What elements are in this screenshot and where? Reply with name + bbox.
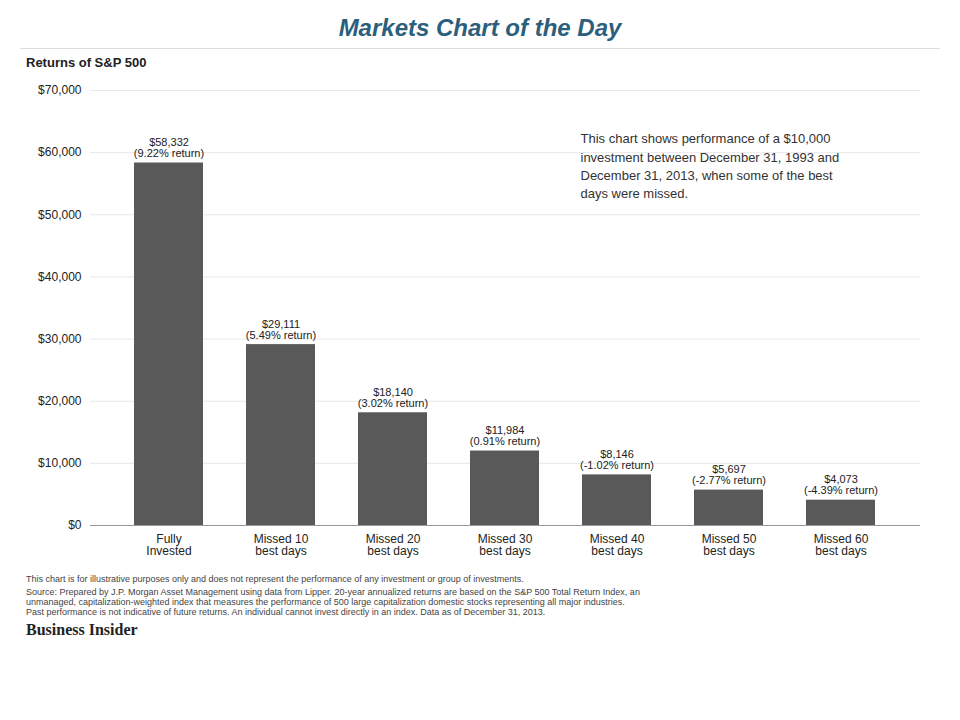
- svg-text:$10,000: $10,000: [38, 456, 82, 470]
- svg-text:$18,140(3.02% return): $18,140(3.02% return): [358, 386, 428, 409]
- svg-text:$20,000: $20,000: [38, 394, 82, 408]
- svg-text:Missed 20best days: Missed 20best days: [366, 532, 421, 558]
- svg-text:$70,000: $70,000: [38, 83, 82, 97]
- html-text:Returns of S&P 500: Returns of S&P 500: [26, 55, 147, 70]
- html-text:This chart is for illustrative: This chart is for illustrative purposes …: [26, 574, 524, 584]
- svg-text:FullyInvested: FullyInvested: [146, 532, 191, 558]
- svg-text:$29,111(5.49% return): $29,111(5.49% return): [246, 318, 316, 341]
- svg-text:Missed 30best days: Missed 30best days: [478, 532, 533, 558]
- html-text:Business Insider: Business Insider: [26, 621, 138, 638]
- svg-text:$4,073(-4.39% return): $4,073(-4.39% return): [804, 473, 878, 496]
- svg-text:$58,332(9.22% return): $58,332(9.22% return): [134, 136, 204, 159]
- svg-text:$11,984(0.91% return): $11,984(0.91% return): [470, 424, 540, 447]
- svg-text:$8,146(-1.02% return): $8,146(-1.02% return): [580, 448, 654, 471]
- html-text:Markets Chart of the Day: Markets Chart of the Day: [338, 14, 622, 41]
- svg-text:$5,697(-2.77% return): $5,697(-2.77% return): [692, 463, 766, 486]
- svg-text:$40,000: $40,000: [38, 270, 82, 284]
- svg-text:Missed 40best days: Missed 40best days: [590, 532, 645, 558]
- svg-text:$50,000: $50,000: [38, 208, 82, 222]
- svg-text:$60,000: $60,000: [38, 145, 82, 159]
- svg-text:Missed 60best days: Missed 60best days: [814, 532, 869, 558]
- svg-text:$30,000: $30,000: [38, 332, 82, 346]
- svg-text:Missed 10best days: Missed 10best days: [254, 532, 309, 558]
- svg-text:Missed 50best days: Missed 50best days: [702, 532, 757, 558]
- html-text:Source: Prepared by J.P. Morga: Source: Prepared by J.P. Morgan Asset Ma…: [26, 587, 640, 617]
- svg-text:This chart shows performance o: This chart shows performance of a $10,00…: [581, 131, 840, 201]
- svg-text:$0: $0: [68, 518, 82, 532]
